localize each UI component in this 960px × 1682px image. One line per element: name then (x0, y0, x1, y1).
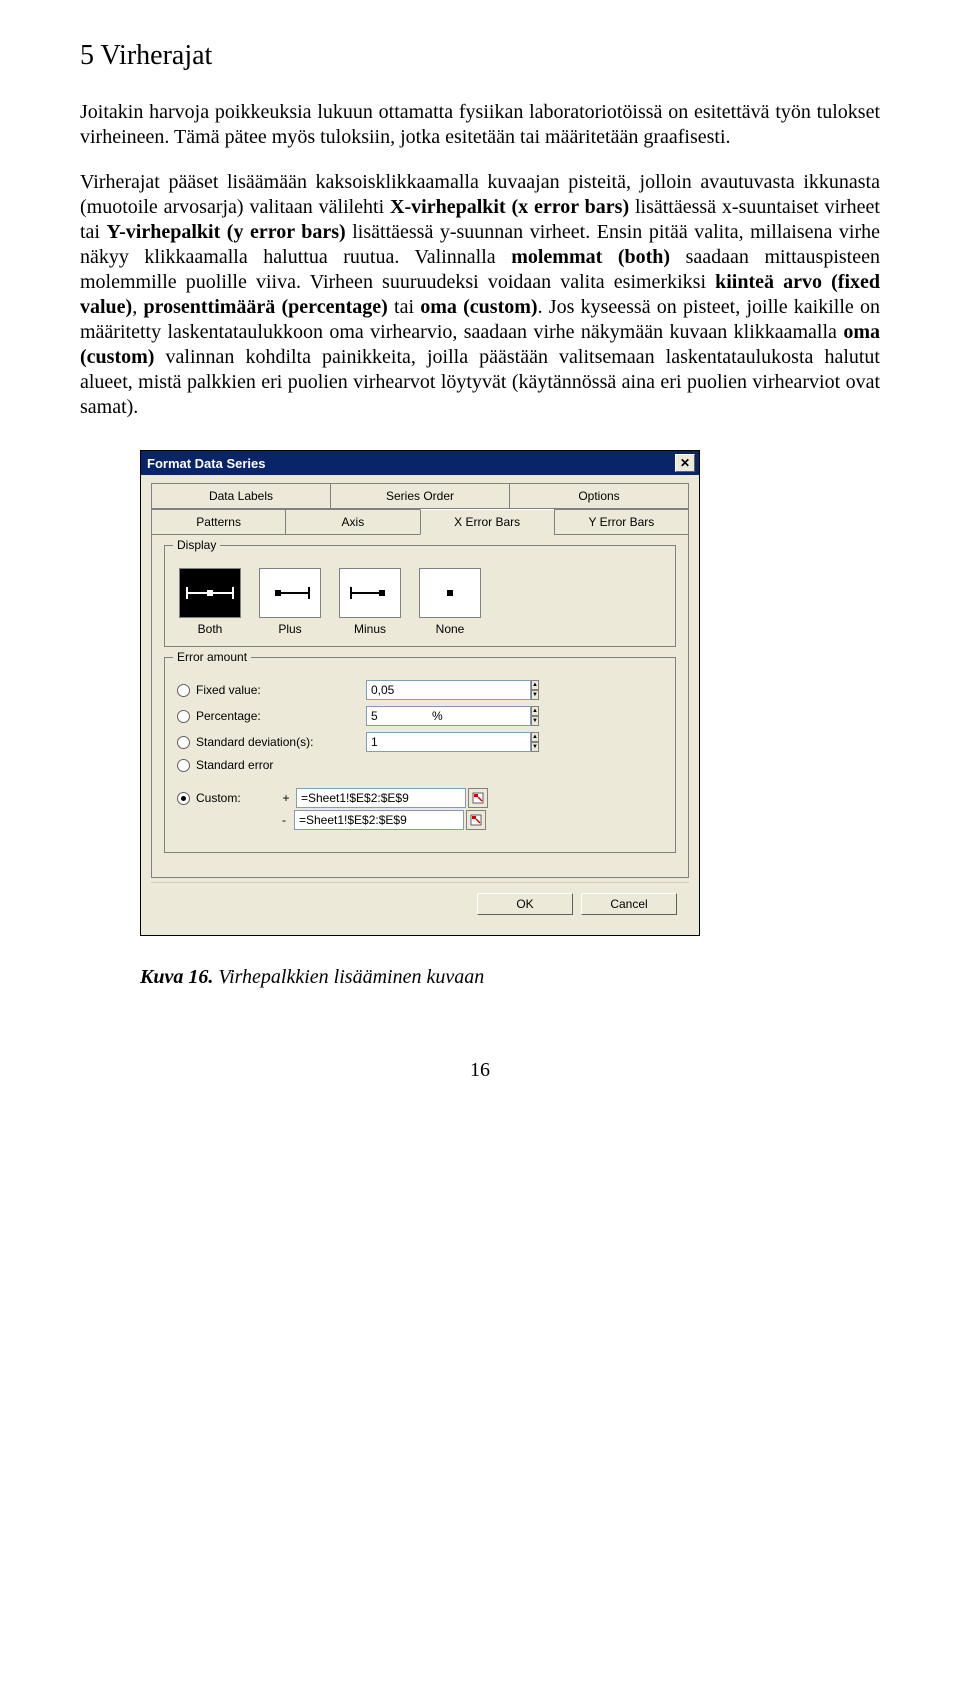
stderr-label: Standard error (196, 758, 366, 772)
caption-text: Virhepalkkien lisääminen kuvaan (213, 966, 484, 988)
stddev-spin-down[interactable]: ▼ (531, 742, 539, 752)
p2-o: valinnan kohdilta painikkeita, joilla pä… (80, 346, 880, 418)
tab-axis[interactable]: Axis (285, 509, 419, 535)
percentage-input[interactable] (366, 706, 531, 726)
refedit-icon (472, 792, 484, 804)
display-plus-label: Plus (278, 622, 301, 636)
display-both-label: Both (198, 622, 223, 636)
custom-plus-refedit-button[interactable] (468, 788, 488, 808)
p2-k: tai (388, 296, 420, 318)
error-amount-legend: Error amount (173, 650, 251, 664)
fixed-value-label: Fixed value: (196, 683, 366, 697)
tab-data-labels[interactable]: Data Labels (151, 483, 330, 509)
radio-percentage[interactable] (177, 710, 190, 723)
stddev-label: Standard deviation(s): (196, 735, 366, 749)
refedit-icon (470, 814, 482, 826)
stddev-input[interactable] (366, 732, 531, 752)
percentage-unit: % (432, 709, 443, 723)
dialog-title: Format Data Series (147, 456, 266, 471)
tab-options[interactable]: Options (509, 483, 689, 509)
display-plus-icon[interactable] (259, 568, 321, 618)
tab-y-error-bars[interactable]: Y Error Bars (554, 509, 689, 535)
format-data-series-dialog: Format Data Series ✕ Data Labels Series … (140, 450, 700, 936)
percentage-spin-down[interactable]: ▼ (531, 716, 539, 726)
stddev-spin-up[interactable]: ▲ (531, 732, 539, 742)
error-amount-group: Error amount Fixed value: ▲ ▼ (164, 657, 676, 853)
custom-plus-sign: + (276, 791, 296, 805)
paragraph-1: Joitakin harvoja poikkeuksia lukuun otta… (80, 100, 880, 150)
section-heading: 5 Virherajat (80, 40, 880, 72)
radio-fixed-value[interactable] (177, 684, 190, 697)
dialog-titlebar: Format Data Series ✕ (141, 451, 699, 475)
ok-button[interactable]: OK (477, 893, 573, 915)
p2-b: X-virhepalkit (x error bars) (390, 196, 629, 218)
custom-minus-sign: - (274, 813, 294, 827)
paragraph-2: Virherajat pääset lisäämään kaksoisklikk… (80, 170, 880, 420)
p2-l: oma (custom) (420, 296, 537, 318)
caption-number: Kuva 16. (140, 966, 213, 988)
display-none-label: None (436, 622, 465, 636)
page-number: 16 (80, 1059, 880, 1082)
display-group: Display (164, 545, 676, 647)
p2-d: Y-virhepalkit (y error bars) (107, 221, 346, 243)
tabs-row-2: Patterns Axis X Error Bars Y Error Bars (151, 509, 689, 535)
custom-minus-refedit-button[interactable] (466, 810, 486, 830)
custom-label: Custom: (196, 791, 276, 805)
radio-stddev[interactable] (177, 736, 190, 749)
display-minus-label: Minus (354, 622, 386, 636)
figure-caption: Kuva 16. Virhepalkkien lisääminen kuvaan (140, 966, 880, 989)
radio-custom[interactable] (177, 792, 190, 805)
p2-j: prosenttimäärä (percentage) (143, 296, 387, 318)
p2-i: , (132, 296, 143, 318)
display-legend: Display (173, 538, 220, 552)
percentage-label: Percentage: (196, 709, 366, 723)
tab-patterns[interactable]: Patterns (151, 509, 285, 535)
display-none-icon[interactable] (419, 568, 481, 618)
tab-x-error-bars[interactable]: X Error Bars (420, 509, 554, 535)
radio-stderr[interactable] (177, 759, 190, 772)
tab-series-order[interactable]: Series Order (330, 483, 509, 509)
p2-f: molemmat (both) (511, 246, 670, 268)
fixed-spin-down[interactable]: ▼ (531, 690, 539, 700)
tabs-row-1: Data Labels Series Order Options (151, 483, 689, 509)
display-minus-icon[interactable] (339, 568, 401, 618)
display-both-icon[interactable] (179, 568, 241, 618)
cancel-button[interactable]: Cancel (581, 893, 677, 915)
close-button[interactable]: ✕ (675, 454, 695, 472)
fixed-value-input[interactable] (366, 680, 531, 700)
percentage-spin-up[interactable]: ▲ (531, 706, 539, 716)
close-icon: ✕ (680, 457, 690, 469)
fixed-spin-up[interactable]: ▲ (531, 680, 539, 690)
custom-plus-input[interactable] (296, 788, 466, 808)
custom-minus-input[interactable] (294, 810, 464, 830)
